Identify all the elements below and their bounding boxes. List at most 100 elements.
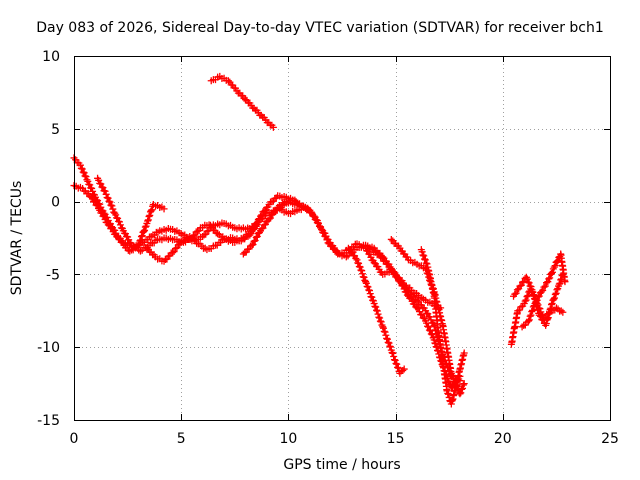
data-point [96, 206, 104, 214]
data-point [376, 314, 384, 322]
data-point [104, 194, 112, 202]
data-point [143, 219, 151, 227]
data-point [518, 323, 526, 331]
data-point [207, 77, 215, 85]
data-point [381, 328, 389, 336]
data-point [424, 322, 432, 330]
data-point [141, 226, 149, 234]
data-point [379, 270, 387, 278]
data-point [224, 77, 232, 85]
data-point [114, 214, 122, 222]
data-point [550, 263, 558, 271]
data-point [186, 233, 194, 241]
data-point [389, 349, 397, 357]
data-point [139, 238, 147, 246]
data-point [543, 279, 551, 287]
data-point [426, 327, 434, 335]
data-point [266, 214, 274, 222]
data-point [385, 339, 393, 347]
data-point [252, 233, 260, 241]
data-point [555, 282, 563, 290]
data-point [212, 241, 220, 249]
data-point [537, 288, 545, 296]
data-point [551, 290, 559, 298]
data-point [387, 346, 395, 354]
data-point [94, 174, 102, 182]
data-point [148, 206, 156, 214]
data-point [138, 232, 146, 240]
data-point [119, 227, 127, 235]
data-point [458, 384, 466, 392]
data-point [537, 313, 545, 321]
data-point [372, 306, 380, 314]
data-point [526, 282, 534, 290]
data-point [447, 369, 455, 377]
data-point [170, 248, 178, 256]
data-point [370, 300, 378, 308]
data-point [546, 274, 554, 282]
data-point [81, 172, 89, 180]
data-point [248, 241, 256, 249]
data-point [352, 255, 360, 263]
data-point [551, 294, 559, 302]
grid [74, 56, 610, 420]
data-point [386, 342, 394, 350]
data-point [151, 253, 159, 261]
data-point [104, 221, 112, 229]
data-point [427, 330, 435, 338]
data-point [382, 331, 390, 339]
data-point [107, 201, 115, 209]
data-point [390, 352, 398, 360]
data-point [109, 205, 117, 213]
data-point [344, 244, 352, 252]
data-point [116, 221, 124, 229]
data-point [434, 329, 442, 337]
data-point [276, 205, 284, 213]
data-point [392, 360, 400, 368]
data-point [379, 323, 387, 331]
axis-ticks: 0 5 10 15 20 25 -15 -10 -5 0 5 10 [37, 49, 619, 447]
data-point [319, 227, 327, 235]
data-point [557, 250, 565, 258]
data-point [534, 293, 542, 301]
data-point [242, 96, 250, 104]
data-point [291, 201, 299, 209]
data-point [254, 218, 262, 226]
data-point [372, 303, 380, 311]
data-point [229, 234, 237, 242]
data-point [250, 104, 258, 112]
data-point [249, 241, 257, 249]
data-point [552, 289, 560, 297]
data-point [526, 312, 534, 320]
data-point [87, 193, 95, 201]
data-point [310, 212, 318, 220]
data-point [121, 240, 129, 248]
data-point [259, 113, 267, 121]
data-point [387, 265, 395, 273]
data-point [101, 187, 109, 195]
data-point [548, 268, 556, 276]
data-point [430, 292, 438, 300]
data-point [160, 257, 168, 265]
y-tick-label: -15 [37, 413, 60, 429]
data-point [83, 176, 91, 184]
data-point [529, 288, 537, 296]
data-point [419, 251, 427, 259]
data-point [539, 287, 547, 295]
data-point [137, 233, 145, 241]
data-point [424, 323, 432, 331]
data-point [525, 279, 533, 287]
x-tick-label: 20 [494, 431, 512, 447]
series-track-8 [346, 246, 407, 375]
data-point [353, 240, 361, 248]
data-point [216, 72, 224, 80]
data-point [97, 180, 105, 188]
y-tick-label: -10 [37, 340, 60, 356]
data-point [143, 244, 151, 252]
data-point [517, 303, 525, 311]
data-point [366, 290, 374, 298]
data-point [282, 198, 290, 206]
data-point [336, 250, 344, 258]
data-point [375, 313, 383, 321]
data-point [447, 400, 455, 408]
